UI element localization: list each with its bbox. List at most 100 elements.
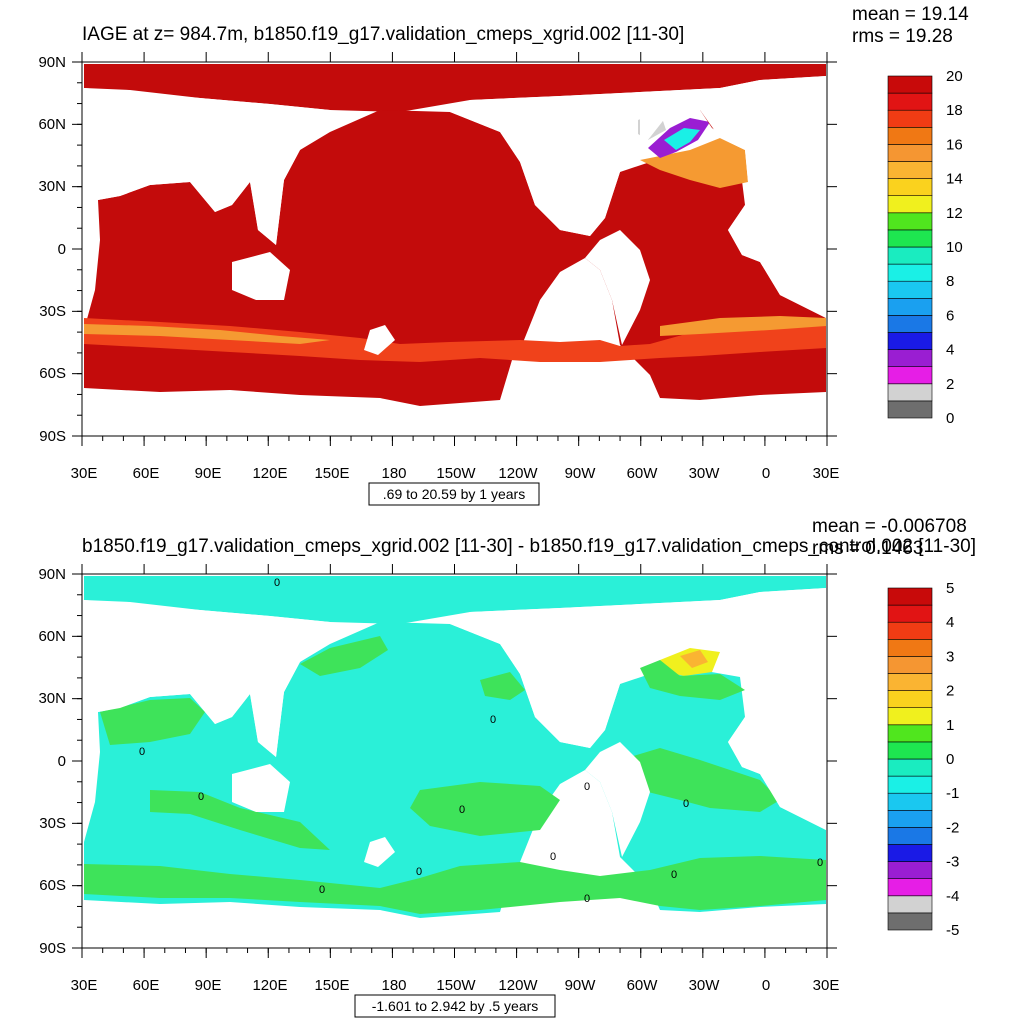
colorbar-cell bbox=[887, 92, 933, 111]
top-australia bbox=[232, 252, 290, 300]
panel-bottom-axes: 90N 60N 30N 0 30S 60S 90S bbox=[38, 566, 66, 957]
top-ytick-5: 60S bbox=[39, 365, 66, 382]
top-greenland-europe bbox=[640, 76, 826, 182]
bottom-ytick-5: 60S bbox=[39, 877, 66, 894]
colorbar-cell bbox=[887, 297, 933, 316]
bottom-orange-n-atlantic bbox=[680, 650, 708, 668]
top-xtick-8: 90W bbox=[565, 465, 597, 482]
bottom-ytick-6: 90S bbox=[39, 940, 66, 957]
colorbar-cell bbox=[887, 604, 933, 623]
bottom-green-pacific-south bbox=[410, 782, 560, 836]
colorbar-tick-label: 0 bbox=[946, 410, 954, 427]
colorbar-tick-label: -5 bbox=[946, 922, 959, 939]
colorbar-cell bbox=[887, 775, 933, 794]
bottom-australia bbox=[232, 764, 290, 812]
top-xtick-12: 30E bbox=[813, 465, 840, 482]
colorbar-cell bbox=[887, 792, 933, 811]
bottom-xtick-11: 0 bbox=[762, 977, 770, 994]
top-ytick-3: 0 bbox=[58, 241, 66, 258]
colorbar-cell bbox=[887, 861, 933, 879]
top-land bbox=[84, 76, 826, 436]
colorbar-cell bbox=[887, 707, 933, 726]
colorbar-tick-label: 0 bbox=[946, 751, 954, 768]
top-ytick-4: 30S bbox=[39, 303, 66, 320]
colorbar-tick-label: 16 bbox=[946, 136, 963, 153]
panel-top-stat-mean: mean = 19.14 bbox=[852, 4, 969, 25]
colorbar-cell bbox=[887, 844, 933, 862]
bottom-tickmarks bbox=[72, 564, 837, 958]
contour-label: 0 bbox=[671, 869, 677, 881]
panel-top-note: .69 to 20.59 by 1 years bbox=[368, 482, 540, 506]
panel-top-colorbar: 0 2 4 6 8 10 12 14 16 18 20 bbox=[887, 68, 963, 427]
colorbar-cell bbox=[887, 127, 933, 145]
colorbar-tick-label: 6 bbox=[946, 307, 954, 324]
bottom-ytick-0: 90N bbox=[38, 566, 66, 583]
colorbar-cell bbox=[887, 315, 933, 333]
bottom-antarctica bbox=[84, 904, 826, 948]
panel-bottom-title: b1850.f19_g17.validation_cmeps_xgrid.002… bbox=[82, 536, 976, 557]
colorbar-cell bbox=[887, 827, 933, 845]
colorbar-tick-label: 5 bbox=[946, 580, 954, 597]
colorbar-tick-label: 14 bbox=[946, 171, 963, 188]
bottom-ytick-1: 60N bbox=[38, 628, 66, 645]
top-range-note: .69 to 20.59 by 1 years bbox=[383, 486, 525, 502]
bottom-land bbox=[84, 588, 826, 948]
contour-label: 0 bbox=[319, 884, 325, 896]
colorbar-cell bbox=[887, 144, 933, 162]
bottom-ytick-4: 30S bbox=[39, 815, 66, 832]
top-antarctica bbox=[84, 392, 826, 436]
panel-bottom-contour-labels: 0 0 0 0 0 0 0 0 0 0 0 0 0 bbox=[139, 577, 823, 905]
bottom-ytick-3: 0 bbox=[58, 753, 66, 770]
colorbar-cell bbox=[887, 229, 933, 248]
colorbar-tick-label: -4 bbox=[946, 888, 959, 905]
bottom-xtick-12: 30E bbox=[813, 977, 840, 994]
colorbar-cell bbox=[887, 621, 933, 640]
bottom-xtick-1: 60E bbox=[133, 977, 160, 994]
colorbar-tick-label: 20 bbox=[946, 68, 963, 85]
colorbar-cell bbox=[887, 400, 933, 419]
bottom-green-indian bbox=[100, 698, 205, 745]
panel-bottom-stat-rms: rms = 0.1463 bbox=[812, 538, 923, 559]
contour-label: 0 bbox=[817, 857, 823, 869]
colorbar-cell bbox=[887, 212, 933, 231]
colorbar-tick-label: 3 bbox=[946, 648, 954, 665]
top-xtick-6: 150W bbox=[436, 465, 476, 482]
top-xtick-2: 90E bbox=[195, 465, 222, 482]
bottom-new-zealand bbox=[364, 837, 395, 867]
colorbar-tick-label: 12 bbox=[946, 205, 963, 222]
bottom-ytick-2: 30N bbox=[38, 690, 66, 707]
bottom-xtick-2: 90E bbox=[195, 977, 222, 994]
top-xtick-1: 60E bbox=[133, 465, 160, 482]
colorbar-tick-label: -2 bbox=[946, 819, 959, 836]
top-southern-orange bbox=[84, 324, 330, 344]
bottom-green-nw-pacific bbox=[300, 636, 388, 676]
colorbar-cell bbox=[887, 912, 933, 931]
panel-top-axes: 90N 60N 30N 0 30S 60S 90S bbox=[38, 54, 66, 445]
top-ytick-6: 90S bbox=[39, 428, 66, 445]
top-xtick-7: 120W bbox=[498, 465, 538, 482]
colorbar-cell bbox=[887, 809, 933, 828]
colorbar-cell bbox=[887, 246, 933, 265]
bottom-greenland-europe bbox=[640, 588, 826, 694]
colorbar-cell bbox=[887, 161, 933, 179]
top-north-atlantic-warm bbox=[640, 138, 748, 188]
colorbar-cell bbox=[887, 195, 933, 214]
bottom-xtick-10: 30W bbox=[689, 977, 721, 994]
contour-label: 0 bbox=[490, 714, 496, 726]
top-ytick-0: 90N bbox=[38, 54, 66, 71]
bottom-xtick-7: 120W bbox=[498, 977, 538, 994]
colorbar-cell bbox=[887, 75, 933, 94]
colorbar-cell bbox=[887, 724, 933, 743]
colorbar-cell bbox=[887, 383, 933, 402]
bottom-xtick-9: 60W bbox=[627, 977, 659, 994]
contour-label: 0 bbox=[274, 577, 280, 589]
top-ytick-1: 60N bbox=[38, 116, 66, 133]
panel-top-title: IAGE at z= 984.7m, b1850.f19_g17.validat… bbox=[82, 24, 684, 45]
top-xtick-4: 150E bbox=[314, 465, 349, 482]
colorbar-cell bbox=[887, 741, 933, 760]
top-southern-band bbox=[84, 318, 826, 362]
colorbar-cell bbox=[887, 895, 933, 914]
panel-top-xticks: 30E 60E 90E 120E 150E 180 150W 120W 90W … bbox=[71, 465, 840, 482]
panel-top-map bbox=[81, 61, 828, 437]
top-xtick-5: 180 bbox=[381, 465, 406, 482]
